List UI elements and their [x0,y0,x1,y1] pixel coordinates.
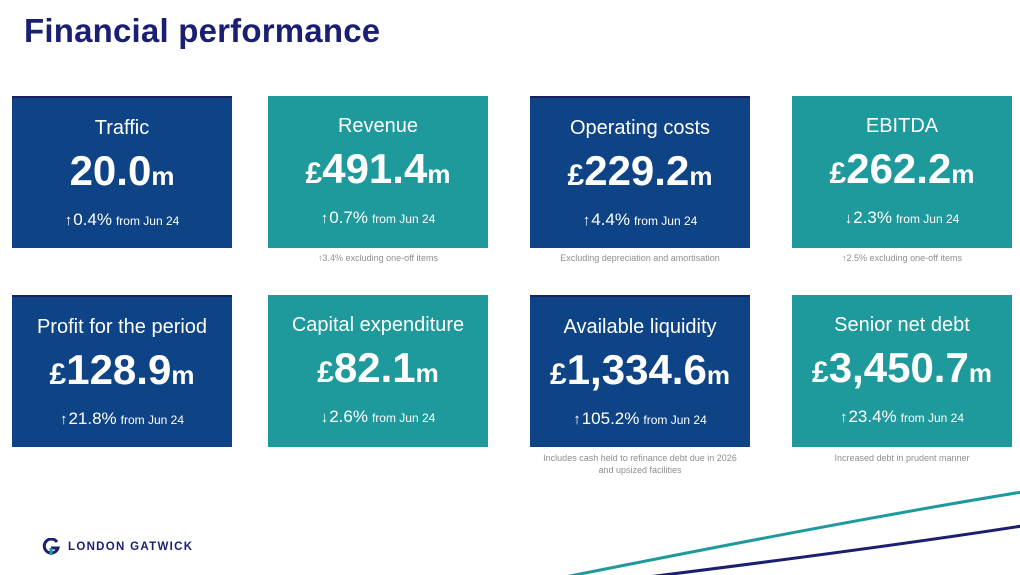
card-value: £1,334.6m [530,345,750,400]
arrow-down-icon: ↓ [844,210,853,227]
card-value: £3,450.7m [792,343,1012,398]
currency-symbol: £ [812,356,829,389]
change-period: from Jun 24 [115,214,180,228]
currency-symbol: £ [829,157,847,190]
change-period: from Jun 24 [120,413,185,427]
value-unit: m [951,159,975,189]
currency-symbol: £ [49,358,67,391]
value-number: 3,450.7 [828,344,969,391]
card-change: ↑0.7% from Jun 24 [268,208,488,229]
card-label: Senior net debt [834,314,970,336]
value-unit: m [415,358,439,388]
value-number: 491.4 [322,145,428,192]
change-percent: 2.6% [329,407,368,426]
value-number: 1,334.6 [566,346,707,393]
change-period: from Jun 24 [643,413,707,427]
card-footnote: Excluding depreciation and amortisation [560,253,720,263]
currency-symbol: £ [567,159,585,192]
change-period: from Jun 24 [371,212,436,226]
arrow-up-icon: ↑ [582,212,591,229]
change-percent: 4.4% [591,210,630,229]
card-change: ↑21.8% from Jun 24 [12,409,232,430]
value-number: 128.9 [66,346,172,393]
card-value: £82.1m [268,343,488,398]
card-footnote: ↑3.4% excluding one-off items [318,253,438,263]
kpi-card-capex: Capital expenditure £82.1m ↓2.6% from Jun… [268,295,488,447]
card-change: ↑23.4% from Jun 24 [792,407,1012,428]
card-label: Available liquidity [563,316,717,338]
kpi-card-operating-costs: Operating costs £229.2m ↑4.4% from Jun 24 [530,96,750,248]
card-change: ↑4.4% from Jun 24 [530,210,750,231]
currency-symbol: £ [317,356,334,389]
card-change: ↓2.6% from Jun 24 [268,407,488,428]
value-unit: m [706,360,730,390]
kpi-card-traffic: Traffic 20.0m ↑0.4% from Jun 24 [12,96,232,248]
gatwick-logo-icon [42,538,60,555]
card-value: 20.0m [12,146,232,201]
card-value: £229.2m [530,146,750,201]
card-label: Revenue [337,115,419,137]
value-number: 229.2 [584,147,690,194]
value-unit: m [689,161,713,191]
card-change: ↑0.4% from Jun 24 [12,210,232,231]
card-footnote: Increased debt in prudent manner [834,453,970,463]
arrow-up-icon: ↑ [573,411,581,428]
card-label: Capital expenditure [291,314,465,336]
currency-symbol: £ [550,358,567,391]
card-label: Traffic [94,117,150,139]
arrow-up-icon: ↑ [320,210,329,227]
change-percent: 21.8% [68,409,117,428]
brand-name: LONDON GATWICK [68,541,194,553]
value-unit: m [427,159,451,189]
value-number: 262.2 [846,145,952,192]
card-value: £262.2m [792,144,1012,199]
arrow-up-icon: ↑ [59,411,68,428]
value-unit: m [968,358,992,388]
card-footnote-line: and upsized facilities [598,465,682,475]
change-percent: 105.2% [581,409,640,428]
value-number: 82.1 [333,344,416,391]
card-footnote-line: Includes cash held to refinance debt due… [543,453,737,463]
change-percent: 23.4% [848,407,897,426]
card-value: £128.9m [12,345,232,400]
change-percent: 0.7% [329,208,368,227]
change-period: from Jun 24 [900,411,965,425]
value-unit: m [151,161,175,191]
card-label: EBITDA [865,115,939,137]
card-label: Profit for the period [36,316,208,338]
card-value: £491.4m [268,144,488,199]
change-period: from Jun 24 [633,214,698,228]
kpi-card-liquidity: Available liquidity £1,334.6m ↑105.2% fro… [530,295,750,447]
change-percent: 0.4% [73,210,112,229]
kpi-card-profit: Profit for the period £128.9m ↑21.8% from… [12,295,232,447]
change-period: from Jun 24 [371,411,436,425]
card-change: ↑105.2% from Jun 24 [530,409,750,430]
change-period: from Jun 24 [895,212,960,226]
kpi-card-ebitda: EBITDA £262.2m ↓2.3% from Jun 24 [792,96,1012,248]
arrow-up-icon: ↑ [839,409,848,426]
page-title: Financial performance [24,12,381,49]
card-change: ↓2.3% from Jun 24 [792,208,1012,229]
arrow-up-icon: ↑ [64,212,73,229]
kpi-card-revenue: Revenue £491.4m ↑0.7% from Jun 24 [268,96,488,248]
kpi-card-senior-net-debt: Senior net debt £3,450.7m ↑23.4% from Jun… [792,295,1012,447]
value-unit: m [171,360,195,390]
card-footnote: ↑2.5% excluding one-off items [842,253,962,263]
currency-symbol: £ [305,157,323,190]
card-footnote: Includes cash held to refinance debt due… [510,452,770,476]
change-percent: 2.3% [853,208,892,227]
arrow-down-icon: ↓ [320,409,329,426]
value-number: 20.0 [69,147,152,194]
card-label: Operating costs [569,117,711,139]
brand-logo: LONDON GATWICK [42,538,193,556]
